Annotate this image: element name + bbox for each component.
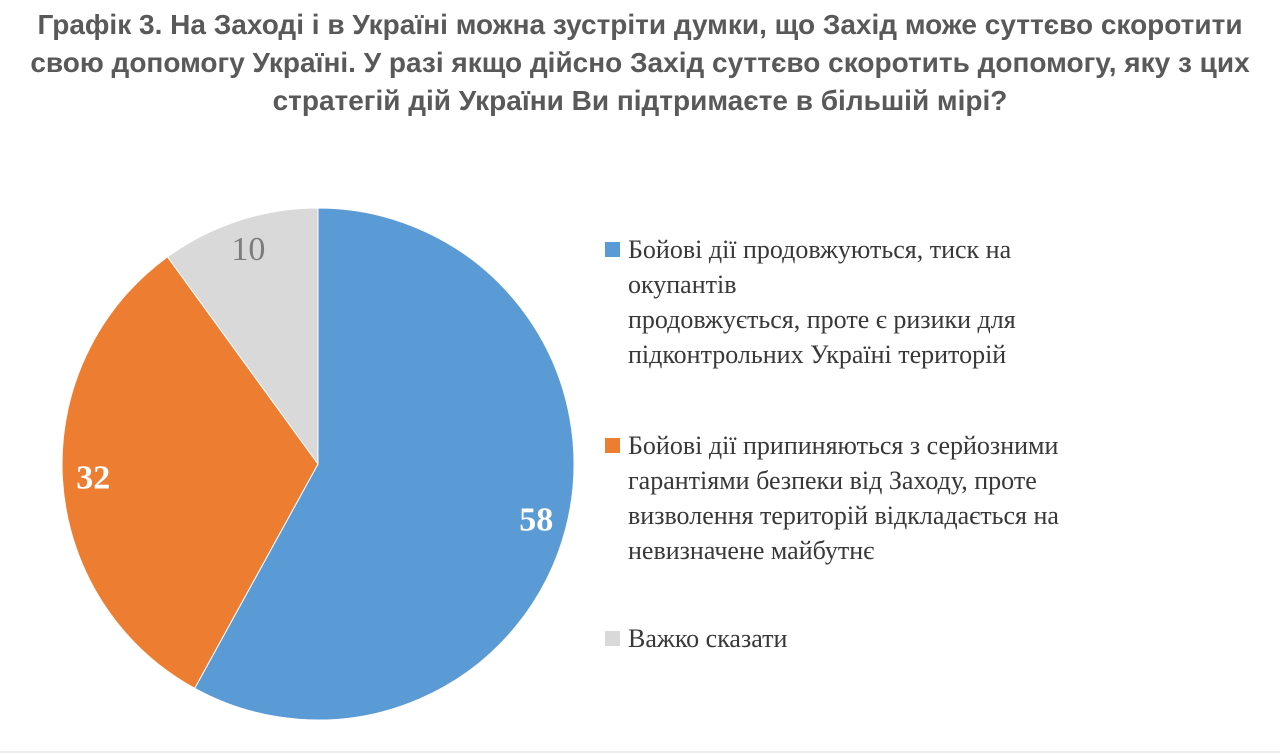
legend-item-label: Бойові дії припиняються з серйозними гар…: [628, 431, 1059, 565]
pie-chart: 58 32 10: [38, 184, 598, 744]
pie-slice: [166, 207, 319, 466]
legend-item-label: Бойові дії продовжуються, тиск на окупан…: [628, 235, 1016, 369]
pie-slice: [61, 256, 319, 690]
legend-item: Бойові дії продовжуються, тиск на окупан…: [605, 232, 1105, 372]
legend-color-swatch: [605, 242, 620, 257]
legend-item: Бойові дії припиняються з серйозними гар…: [605, 428, 1059, 568]
pie-data-label: 32: [76, 460, 110, 497]
legend-color-swatch: [605, 631, 620, 646]
legend-item: Важко сказати: [605, 621, 787, 656]
pie-slice: [193, 207, 575, 721]
pie-data-label: 10: [231, 231, 265, 268]
pie-data-label: 58: [519, 502, 553, 539]
chart-title: Графік 3. На Заході і в Україні можна зу…: [30, 9, 1250, 116]
chart-legend: Бойові дії продовжуються, тиск на окупан…: [605, 0, 1105, 753]
legend-item-label: Важко сказати: [628, 624, 788, 653]
legend-color-swatch: [605, 438, 620, 453]
bottom-divider: [0, 751, 1280, 753]
pie-chart-svg: 58 32 10: [61, 207, 575, 721]
